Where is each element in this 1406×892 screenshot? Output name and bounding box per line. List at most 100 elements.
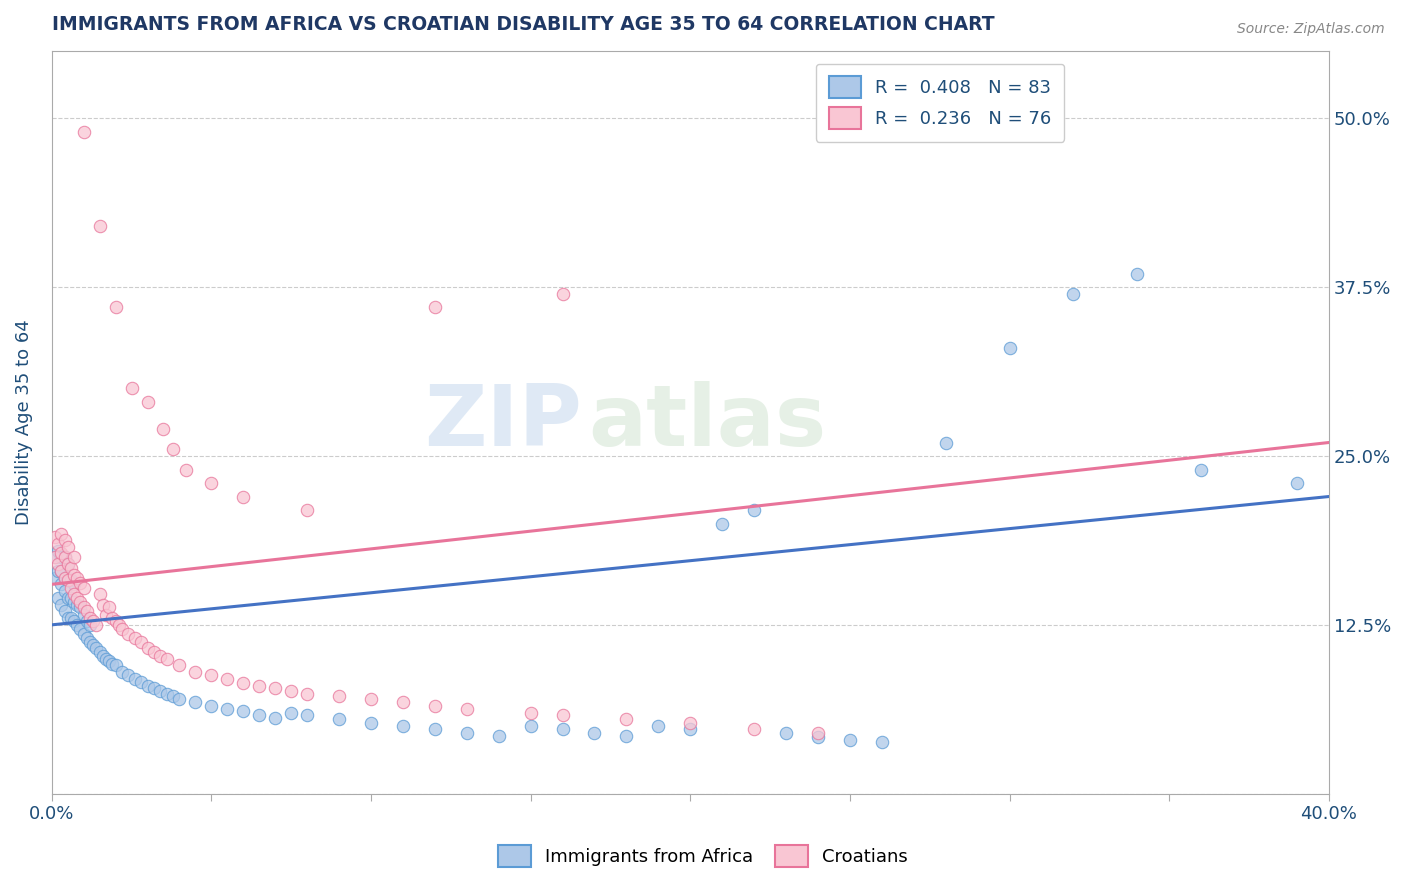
Point (111, 622, 134, 636)
Point (583, 726, 606, 740)
Text: Source: ZipAtlas.com: Source: ZipAtlas.com (1237, 22, 1385, 37)
Point (51, 527, 73, 541)
Point (1126, 267, 1149, 281)
Y-axis label: Disability Age 35 to 64: Disability Age 35 to 64 (15, 319, 32, 525)
Point (73, 627, 96, 641)
Point (91, 648, 114, 663)
Point (51, 546, 73, 560)
Point (89, 587, 111, 601)
Legend: Immigrants from Africa, Croatians: Immigrants from Africa, Croatians (491, 838, 915, 874)
Point (136, 679, 159, 693)
Point (59, 574, 82, 588)
Point (121, 382, 143, 396)
Point (647, 719, 669, 733)
Point (156, 651, 179, 665)
Point (98, 600, 121, 615)
Point (124, 672, 146, 686)
Point (69, 600, 91, 615)
Point (360, 692, 382, 706)
Point (775, 726, 797, 740)
Point (69, 622, 91, 636)
Point (76, 632, 98, 646)
Point (53, 550, 76, 565)
Point (488, 729, 510, 743)
Point (51, 550, 73, 565)
Text: ZIP: ZIP (425, 381, 582, 464)
Point (44, 550, 66, 565)
Point (44, 530, 66, 544)
Point (79, 611, 101, 625)
Point (280, 684, 302, 698)
Point (56, 571, 79, 585)
Point (124, 632, 146, 646)
Point (264, 711, 287, 725)
Point (53, 604, 76, 618)
Legend: R =  0.408   N = 83, R =  0.236   N = 76: R = 0.408 N = 83, R = 0.236 N = 76 (815, 63, 1064, 142)
Point (162, 690, 184, 704)
Point (46, 557, 69, 571)
Point (142, 681, 165, 696)
Point (63, 577, 86, 591)
Point (53, 584, 76, 599)
Point (79, 618, 101, 632)
Point (117, 668, 139, 682)
Point (232, 490, 254, 504)
Point (807, 726, 830, 740)
Point (679, 722, 702, 736)
Point (136, 640, 159, 655)
Point (66, 618, 89, 632)
Point (56, 591, 79, 605)
Point (86, 640, 108, 655)
Point (73, 125, 96, 139)
Point (217, 672, 239, 686)
Point (63, 587, 86, 601)
Point (551, 708, 574, 723)
Point (519, 719, 541, 733)
Point (328, 712, 350, 726)
Point (53, 533, 76, 547)
Point (56, 611, 79, 625)
Point (56, 574, 79, 588)
Point (232, 704, 254, 718)
Point (73, 608, 96, 623)
Point (392, 719, 415, 733)
Point (200, 476, 222, 491)
Point (59, 561, 82, 575)
Point (51, 577, 73, 591)
Point (616, 712, 638, 726)
Point (69, 595, 91, 609)
Point (200, 698, 222, 713)
Point (129, 635, 152, 649)
Point (91, 598, 114, 612)
Point (59, 582, 82, 596)
Point (169, 692, 191, 706)
Point (82, 638, 104, 652)
Point (142, 645, 165, 659)
Point (679, 716, 702, 731)
Point (742, 503, 765, 517)
Point (46, 564, 69, 578)
Point (104, 614, 127, 628)
Point (1189, 462, 1212, 476)
Point (53, 550, 76, 565)
Point (66, 571, 89, 585)
Point (174, 462, 197, 476)
Text: atlas: atlas (588, 381, 827, 464)
Point (104, 658, 127, 673)
Point (56, 557, 79, 571)
Point (456, 701, 478, 715)
Point (149, 684, 172, 698)
Point (456, 726, 478, 740)
Point (264, 681, 287, 696)
Point (247, 679, 270, 693)
Point (295, 708, 318, 723)
Point (935, 435, 957, 450)
Point (998, 341, 1021, 355)
Point (129, 674, 152, 689)
Point (360, 716, 382, 731)
Point (86, 618, 108, 632)
Point (63, 595, 86, 609)
Point (295, 687, 318, 701)
Point (838, 732, 860, 747)
Point (184, 695, 207, 709)
